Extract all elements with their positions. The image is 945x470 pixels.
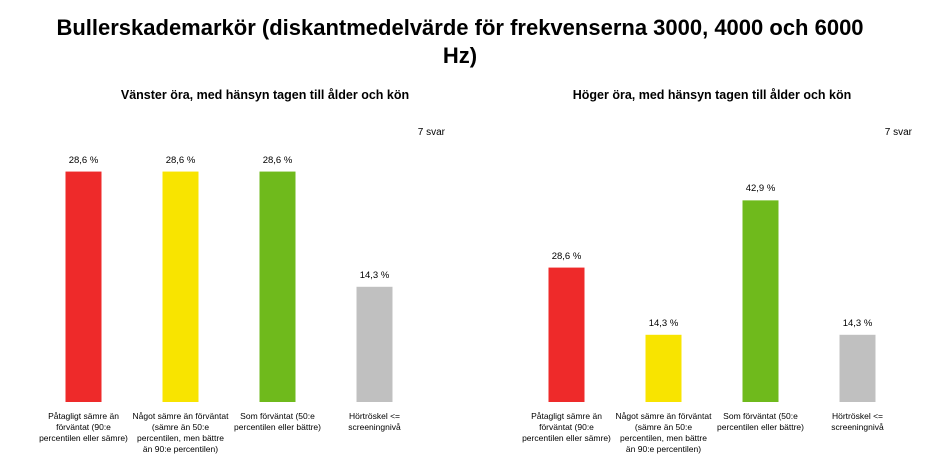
x-tick-label: Hörtröskel <= screeningnivå (831, 411, 884, 432)
bar (742, 200, 779, 402)
bar (356, 286, 393, 402)
bar (839, 334, 876, 402)
bar (645, 334, 682, 402)
bar (548, 267, 585, 402)
x-tick-label: Som förväntat (50:e percentilen eller bä… (234, 411, 321, 432)
x-tick-label: Hörtröskel <= screeningnivå (348, 411, 401, 432)
bar (65, 171, 102, 402)
value-label: 28,6 % (262, 154, 293, 166)
x-tick-label: Något sämre än förväntat (sämre än 50:e … (132, 411, 229, 454)
value-label: 14,3 % (648, 317, 679, 329)
value-label: 28,6 % (551, 250, 582, 262)
x-tick-label: Något sämre än förväntat (sämre än 50:e … (615, 411, 712, 454)
value-label: 14,3 % (359, 269, 390, 281)
response-count: 7 svar (417, 127, 445, 138)
value-label: 28,6 % (68, 154, 99, 166)
value-label: 14,3 % (842, 317, 873, 329)
response-count: 7 svar (884, 127, 912, 138)
x-tick-label: Påtagligt sämre än förväntat (90:e perce… (39, 411, 128, 443)
chart-subtitle: Vänster öra, med hänsyn tagen till ålder… (120, 88, 410, 102)
chart-subtitle: Höger öra, med hänsyn tagen till ålder o… (572, 88, 852, 102)
x-tick-label: Som förväntat (50:e percentilen eller bä… (717, 411, 804, 432)
main-title: Bullerskademarkör (diskantmedelvärde för… (56, 15, 864, 68)
value-label: 28,6 % (165, 154, 196, 166)
bar (259, 171, 296, 402)
x-tick-label: Påtagligt sämre än förväntat (90:e perce… (522, 411, 611, 443)
value-label: 42,9 % (745, 183, 776, 195)
bar (162, 171, 199, 402)
